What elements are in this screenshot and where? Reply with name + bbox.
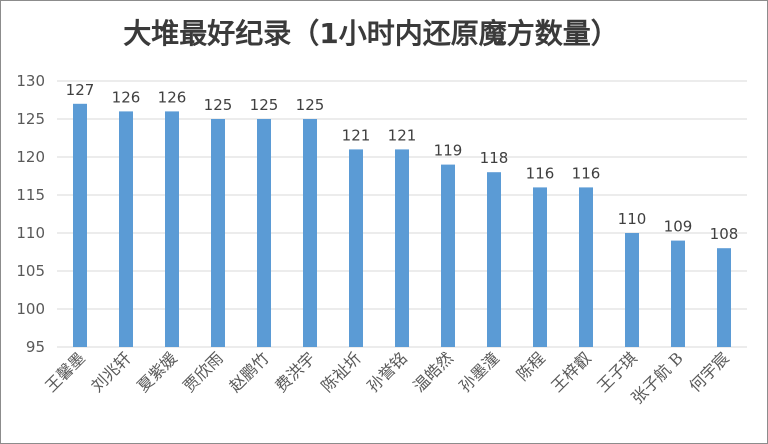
bar [579,187,593,347]
bar [119,111,133,348]
x-category-label: 陈祉圻 [317,348,364,395]
bar [533,187,547,347]
chart-title: 大堆最好纪录（1小时内还原魔方数量） [123,17,619,50]
y-tick-label: 130 [16,72,45,90]
bar [441,164,455,347]
data-label: 116 [572,164,601,182]
x-category-label: 王馨墨 [41,348,88,395]
x-category-label: 费洪宇 [271,348,318,395]
bar [73,103,87,347]
y-tick-label: 95 [26,338,45,356]
x-category-label: 陈程 [513,348,549,384]
x-category-label: 刘兆轩 [87,348,134,395]
data-label: 119 [434,142,463,160]
bar [165,111,179,348]
bar [211,119,225,347]
x-category-label: 赵鹏竹 [225,348,272,395]
data-label: 118 [480,149,509,167]
data-label: 126 [158,88,187,106]
data-label: 121 [342,126,371,144]
data-label: 127 [66,81,95,99]
y-tick-label: 105 [16,262,45,280]
bar [395,149,409,347]
bar [257,119,271,347]
data-labels: 127 126 126 125 125 125 121 121 119 118 116 116 110 1… [66,81,739,243]
y-tick-label: 115 [16,186,45,204]
data-label: 108 [710,225,739,243]
y-tick-label: 110 [16,224,45,242]
bars [73,103,731,348]
y-tick-label: 125 [16,110,45,128]
data-label: 109 [664,218,693,236]
x-category-label: 何宇宸 [685,348,732,395]
data-label: 116 [526,164,555,182]
x-category-label: 孙墨潼 [455,348,502,395]
x-category-label: 温皓然 [409,348,456,395]
x-category-label: 孙誉铭 [363,348,410,395]
bar [671,240,685,347]
bar [349,149,363,347]
data-label: 126 [112,88,141,106]
bar [487,172,501,347]
x-category-label: 王梓叡 [547,348,594,395]
y-tick-label: 100 [16,300,45,318]
data-label: 110 [618,210,647,228]
bar [717,248,731,347]
data-label: 125 [204,96,233,114]
data-label: 121 [388,126,417,144]
x-category-label: 夏紫媛 [133,348,180,395]
data-label: 125 [250,96,279,114]
bar [625,233,639,347]
x-category-label: 贾欣雨 [179,348,226,395]
bar [303,119,317,347]
y-tick-label: 120 [16,148,45,166]
data-label: 125 [296,96,325,114]
x-category-label: 张子航 B [628,348,687,407]
y-axis-ticks: 95 100 105 110 115 120 125 130 [16,72,45,356]
